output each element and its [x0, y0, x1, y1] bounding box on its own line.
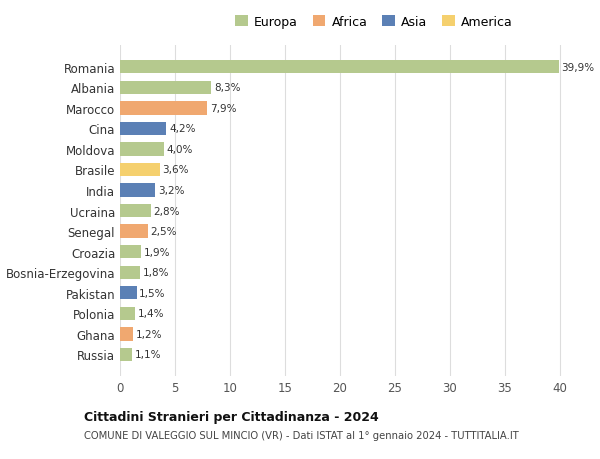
Text: 1,1%: 1,1% [135, 350, 161, 360]
Text: 4,2%: 4,2% [169, 124, 196, 134]
Legend: Europa, Africa, Asia, America: Europa, Africa, Asia, America [235, 16, 513, 29]
Text: 2,8%: 2,8% [154, 206, 180, 216]
Bar [120, 225, 148, 238]
Bar [120, 204, 151, 218]
Bar [120, 123, 166, 136]
Text: Cittadini Stranieri per Cittadinanza - 2024: Cittadini Stranieri per Cittadinanza - 2… [84, 410, 379, 423]
Text: 3,2%: 3,2% [158, 185, 184, 196]
Bar [120, 163, 160, 177]
Bar [120, 266, 140, 280]
Bar [120, 286, 137, 300]
Bar [120, 61, 559, 74]
Text: 1,5%: 1,5% [139, 288, 166, 298]
Text: 1,8%: 1,8% [143, 268, 169, 278]
Text: 2,5%: 2,5% [150, 227, 177, 237]
Bar [120, 246, 141, 259]
Text: 3,6%: 3,6% [163, 165, 189, 175]
Bar [120, 81, 211, 95]
Text: 8,3%: 8,3% [214, 83, 241, 93]
Bar [120, 143, 164, 156]
Text: 1,4%: 1,4% [138, 309, 164, 319]
Text: 1,2%: 1,2% [136, 329, 163, 339]
Text: 39,9%: 39,9% [562, 62, 595, 73]
Text: 1,9%: 1,9% [143, 247, 170, 257]
Bar [120, 307, 136, 320]
Text: 7,9%: 7,9% [209, 104, 236, 113]
Bar [120, 328, 133, 341]
Text: COMUNE DI VALEGGIO SUL MINCIO (VR) - Dati ISTAT al 1° gennaio 2024 - TUTTITALIA.: COMUNE DI VALEGGIO SUL MINCIO (VR) - Dat… [84, 431, 519, 440]
Bar [120, 348, 132, 361]
Bar [120, 102, 207, 115]
Text: 4,0%: 4,0% [167, 145, 193, 155]
Bar [120, 184, 155, 197]
